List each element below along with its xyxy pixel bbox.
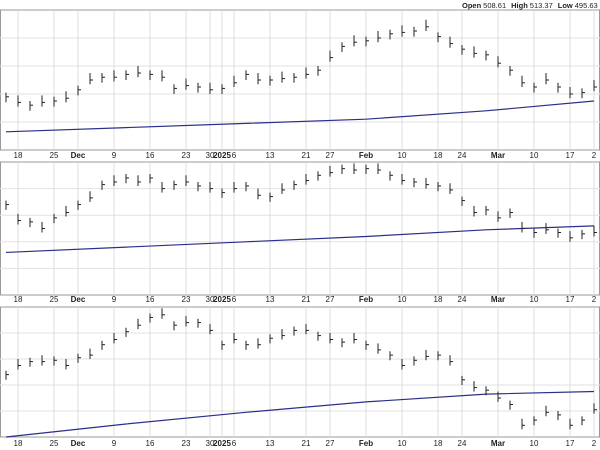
x-tick-label: 30 (206, 439, 215, 448)
x-tick-label: 18 (434, 439, 443, 448)
x-tick-label: 2025 (213, 151, 231, 160)
x-tick-label: Feb (359, 295, 373, 304)
moving-average (5, 100, 595, 133)
x-tick-label: 6 (232, 295, 237, 304)
x-tick-label: 17 (566, 151, 575, 160)
x-tick-label: 27 (326, 439, 335, 448)
x-tick-label: 13 (266, 439, 275, 448)
x-tick-label: 9 (112, 439, 117, 448)
quote-value: 495.63 (575, 1, 598, 10)
x-tick-label: 13 (266, 151, 275, 160)
x-tick-label: 24 (458, 439, 467, 448)
x-tick-label: 24 (458, 295, 467, 304)
x-tick-label: 2 (592, 151, 597, 160)
x-tick-label: 10 (530, 151, 539, 160)
moving-average (5, 225, 595, 254)
x-tick-label: 10 (398, 151, 407, 160)
x-tick-label: 16 (146, 295, 155, 304)
x-tick-label: 10 (398, 295, 407, 304)
x-tick-label: 6 (232, 151, 237, 160)
x-tick-label: 27 (326, 151, 335, 160)
x-tick-label: Feb (359, 151, 373, 160)
x-tick-label: Mar (491, 151, 505, 160)
quote-label: High (511, 1, 528, 10)
x-tick-label: 17 (566, 439, 575, 448)
x-tick-label: 24 (458, 151, 467, 160)
x-tick-label: 25 (50, 439, 59, 448)
x-tick-label: 23 (182, 151, 191, 160)
x-tick-label: 23 (182, 295, 191, 304)
x-tick-label: 18 (434, 151, 443, 160)
x-tick-label: 10 (398, 439, 407, 448)
moving-average (5, 390, 595, 438)
quote-value: 508.61 (483, 1, 506, 10)
x-tick-label: Dec (71, 439, 86, 448)
x-tick-label: 25 (50, 151, 59, 160)
x-tick-label: Dec (71, 295, 86, 304)
x-tick-label: 2 (592, 439, 597, 448)
x-tick-label: 30 (206, 151, 215, 160)
x-tick-label: 18 (434, 295, 443, 304)
x-tick-label: 18 (14, 151, 23, 160)
x-tick-label: 2 (592, 295, 597, 304)
x-tick-label: 18 (14, 295, 23, 304)
x-tick-label: Mar (491, 295, 505, 304)
quote-label: Low (558, 1, 573, 10)
x-tick-label: 10 (530, 439, 539, 448)
panel-frame (0, 306, 600, 438)
x-tick-label: 27 (326, 295, 335, 304)
x-tick-label: 30 (206, 295, 215, 304)
x-tick-label: 2025 (213, 439, 231, 448)
x-tick-label: 21 (302, 439, 311, 448)
x-tick-label: 21 (302, 295, 311, 304)
x-tick-label: 16 (146, 439, 155, 448)
x-tick-label: 16 (146, 151, 155, 160)
x-tick-label: 9 (112, 151, 117, 160)
x-tick-label: Dec (71, 151, 86, 160)
x-tick-label: 21 (302, 151, 311, 160)
x-tick-label: 18 (14, 439, 23, 448)
x-tick-label: 10 (530, 295, 539, 304)
x-tick-label: Feb (359, 439, 373, 448)
x-tick-label: 2025 (213, 295, 231, 304)
x-tick-label: 25 (50, 295, 59, 304)
x-tick-label: 13 (266, 295, 275, 304)
x-tick-label: 6 (232, 439, 237, 448)
quote-label: Open (462, 1, 482, 10)
x-tick-label: 23 (182, 439, 191, 448)
x-tick-label: Mar (491, 439, 505, 448)
x-tick-label: 9 (112, 295, 117, 304)
x-tick-label: 17 (566, 295, 575, 304)
quote-value: 513.37 (530, 1, 553, 10)
